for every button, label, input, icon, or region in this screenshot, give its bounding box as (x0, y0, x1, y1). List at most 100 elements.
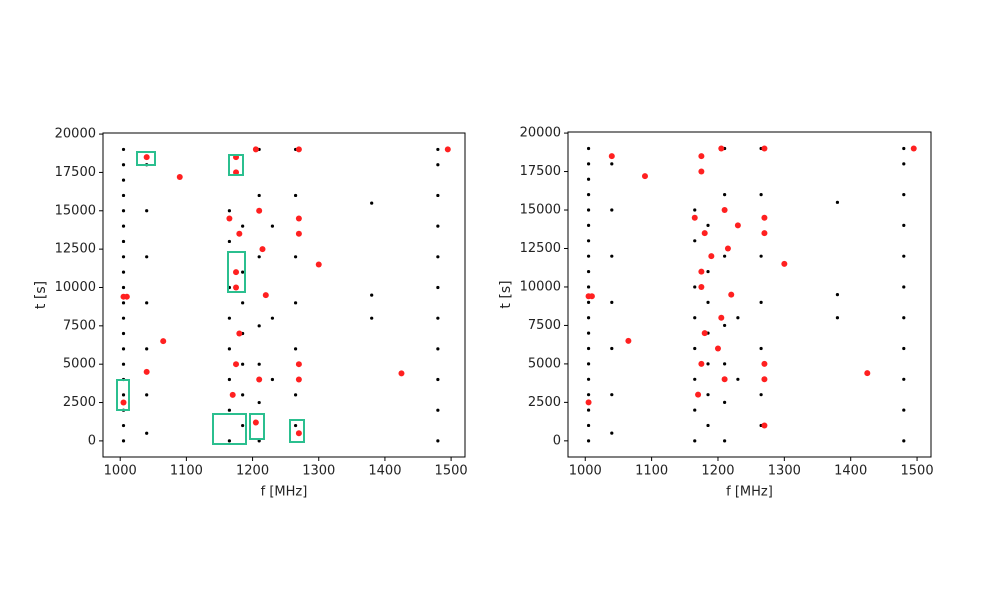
point (759, 393, 763, 397)
point (714, 345, 721, 352)
point (610, 300, 614, 304)
point (295, 230, 302, 237)
x-tick-label: 1500 (435, 464, 468, 479)
point (160, 338, 167, 345)
point (723, 439, 727, 443)
y-tick-label: 7500 (63, 318, 96, 333)
point (723, 323, 727, 328)
y-tick-label: 10000 (55, 280, 96, 295)
point (293, 301, 298, 305)
point (706, 223, 710, 228)
highlight-box (227, 251, 246, 293)
point (734, 222, 741, 229)
point (121, 301, 126, 305)
point (736, 316, 740, 320)
point (902, 408, 906, 412)
point (121, 209, 126, 213)
point (121, 239, 126, 244)
point (910, 145, 917, 152)
point (691, 214, 698, 221)
point (436, 408, 440, 412)
highlight-box (116, 379, 130, 411)
highlight-box (228, 154, 244, 176)
point (706, 423, 710, 428)
highlight-box (249, 413, 265, 440)
point (436, 224, 440, 228)
point (315, 261, 322, 268)
point (723, 362, 727, 366)
point (761, 214, 768, 221)
point (586, 193, 591, 197)
point (902, 193, 906, 197)
point (586, 316, 591, 320)
point (586, 377, 591, 381)
point (145, 431, 149, 435)
y-tick-label: 20000 (55, 127, 96, 142)
point (586, 439, 591, 443)
point (143, 154, 150, 161)
point (902, 146, 906, 151)
point (257, 362, 261, 366)
point (610, 346, 614, 351)
point (835, 200, 840, 204)
point (610, 162, 614, 166)
point (864, 370, 871, 377)
point (436, 285, 440, 290)
point (586, 254, 591, 258)
point (586, 331, 591, 335)
y-tick-label: 5000 (528, 356, 561, 371)
point-series (120, 146, 451, 437)
point (693, 285, 697, 289)
point (295, 215, 302, 222)
y-tick-label: 0 (88, 433, 96, 448)
y-tick-label: 20000 (520, 126, 561, 141)
point (370, 201, 374, 205)
point (436, 316, 440, 320)
point (706, 269, 710, 274)
point (121, 193, 126, 198)
point (759, 300, 763, 304)
point (835, 293, 840, 297)
point (370, 293, 374, 297)
point (718, 145, 725, 152)
x-tick-label: 1400 (834, 464, 867, 479)
point (723, 193, 727, 197)
point (259, 246, 266, 253)
x-axis-label: f [MHz] (261, 485, 308, 500)
point (693, 408, 697, 412)
y-tick-label: 17500 (55, 165, 96, 180)
point (721, 207, 728, 214)
y-tick-label: 2500 (63, 395, 96, 410)
y-tick-label: 17500 (520, 164, 561, 179)
point (121, 270, 126, 274)
point (736, 377, 740, 381)
point (257, 255, 261, 259)
x-tick-label: 1100 (635, 464, 668, 479)
point (295, 361, 302, 368)
point (121, 163, 126, 167)
highlight-boxes (116, 151, 305, 445)
point (262, 292, 269, 299)
point (233, 169, 240, 176)
point (256, 376, 263, 383)
y-tick-label: 10000 (520, 279, 561, 294)
point (586, 223, 591, 228)
point (295, 430, 302, 437)
point (761, 422, 768, 429)
point (252, 146, 259, 153)
point (610, 393, 614, 397)
point (761, 360, 768, 367)
point (293, 423, 298, 428)
x-tick-label: 1000 (569, 464, 602, 479)
x-tick-label: 1000 (104, 464, 137, 479)
point (693, 239, 697, 243)
highlight-box (212, 413, 247, 445)
point (693, 377, 697, 381)
point (227, 239, 232, 244)
point (759, 254, 763, 258)
point (227, 439, 232, 443)
point (698, 360, 705, 367)
point (706, 393, 710, 397)
point (241, 393, 245, 397)
point (145, 301, 149, 305)
